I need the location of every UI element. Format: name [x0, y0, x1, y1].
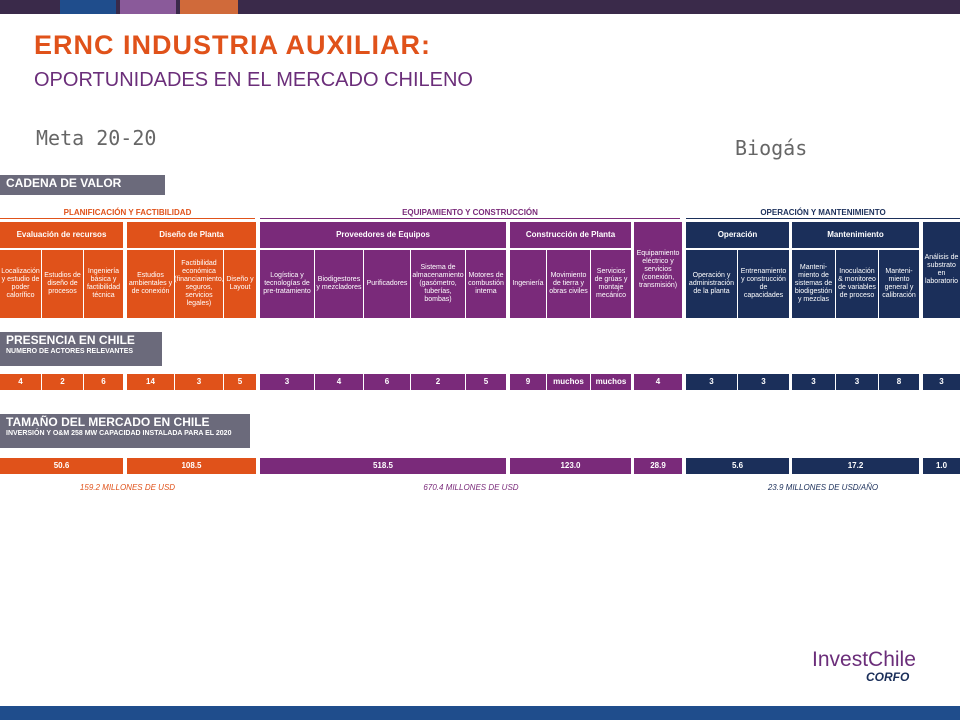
category-equipamiento: EQUIPAMIENTO Y CONSTRUCCIÓN [402, 208, 538, 217]
value-chain-item: Manteni-miento general y calibración [879, 250, 919, 318]
value-chain-item: Operación y administración de la planta [686, 250, 737, 318]
mercado-subtitle: INVERSIÓN Y O&M 258 MW CAPACIDAD INSTALA… [6, 430, 232, 437]
market-size-value: 17.2 [792, 458, 919, 474]
page-subtitle: OPORTUNIDADES EN EL MERCADO CHILENO [34, 69, 473, 91]
presence-value: 4 [315, 374, 363, 390]
category-line [260, 218, 680, 219]
presence-value: 5 [224, 374, 256, 390]
market-size-value: 50.6 [0, 458, 123, 474]
market-size-value: 518.5 [260, 458, 506, 474]
presence-value: 3 [792, 374, 835, 390]
presence-value: 3 [923, 374, 960, 390]
value-chain-item: Factibilidad económica (financiamiento, … [175, 250, 223, 318]
investchile-logo: InvestChile [812, 648, 916, 671]
corfo-logo: CORFO [866, 670, 910, 684]
page-title: ERNC INDUSTRIA AUXILIAR: [34, 30, 431, 60]
presence-value: 6 [84, 374, 123, 390]
top-bar-segment [120, 0, 176, 14]
presence-value: 4 [634, 374, 682, 390]
value-chain-item: Sistema de almacenamiento (gasómetro, tu… [411, 250, 465, 318]
presencia-subtitle: NUMERO DE ACTORES RELEVANTES [6, 348, 134, 355]
presence-value: muchos [591, 374, 631, 390]
value-chain-item: Logística y tecnologías de pre-tratamien… [260, 250, 314, 318]
presence-value: 2 [42, 374, 83, 390]
market-size-value: 5.6 [686, 458, 789, 474]
market-size-value: 1.0 [923, 458, 960, 474]
mercado-title: TAMAÑO DEL MERCADO EN CHILE [6, 415, 210, 429]
meta-label: Meta 20-20 [36, 126, 157, 150]
total-equipamiento: 670.4 MILLONES DE USD [423, 483, 519, 492]
value-chain-item: Purificadores [364, 250, 410, 318]
presencia-title: PRESENCIA EN CHILE [6, 333, 135, 347]
presence-value: muchos [547, 374, 590, 390]
technology-label: Biogás [735, 136, 808, 160]
cadena-label: CADENA DE VALOR [0, 175, 165, 195]
presence-value: 3 [175, 374, 223, 390]
value-chain-item: Estudios ambientales y de conexión [127, 250, 174, 318]
group-proveedores: Proveedores de Equipos [260, 222, 506, 248]
presence-value: 9 [510, 374, 546, 390]
category-line [0, 218, 255, 219]
mercado-label: TAMAÑO DEL MERCADO EN CHILE INVERSIÓN Y … [0, 414, 250, 448]
value-chain-item: Diseño y Layout [224, 250, 256, 318]
value-chain-item: Biodigestores y mezcladores [315, 250, 363, 318]
group-construccion: Construcción de Planta [510, 222, 631, 248]
presence-value: 6 [364, 374, 410, 390]
market-size-value: 123.0 [510, 458, 631, 474]
category-planificacion: PLANIFICACIÓN Y FACTIBILIDAD [63, 208, 192, 217]
group-equipamiento-electrico: Equipamiento eléctrico y servicios (cone… [634, 222, 682, 318]
value-chain-item: Ingeniería [510, 250, 546, 318]
value-chain-item: Ingeniería básica y factibilidad técnica [84, 250, 123, 318]
total-planificacion: 159.2 MILLONES DE USD [79, 483, 176, 492]
group-operacion: Operación [686, 222, 789, 248]
top-bar [0, 0, 960, 14]
group-diseno: Diseño de Planta [127, 222, 256, 248]
presence-value: 5 [466, 374, 506, 390]
presence-value: 14 [127, 374, 174, 390]
group-evaluacion: Evaluación de recursos [0, 222, 123, 248]
presence-value: 3 [836, 374, 878, 390]
value-chain-item: Movimiento de tierra y obras civiles [547, 250, 590, 318]
group-mantenimiento: Mantenimiento [792, 222, 919, 248]
value-chain-item: Entrenamiento y construcción de capacida… [738, 250, 789, 318]
market-size-value: 28.9 [634, 458, 682, 474]
value-chain-item: Servicios de grúas y montaje mecánico [591, 250, 631, 318]
presence-value: 8 [879, 374, 919, 390]
value-chain-item: Localización y estudio de poder calorífi… [0, 250, 41, 318]
group-analisis: Análisis de substrato en laboratorio [923, 222, 960, 318]
value-chain-item: Inoculación & monitoreo de variables de … [836, 250, 878, 318]
total-operacion: 23.9 MILLONES DE USD/AÑO [767, 483, 879, 492]
bottom-bar [0, 706, 960, 720]
presence-value: 4 [0, 374, 41, 390]
presence-value: 2 [411, 374, 465, 390]
presence-value: 3 [686, 374, 737, 390]
top-bar-segment [180, 0, 238, 14]
presence-value: 3 [738, 374, 789, 390]
value-chain-item: Motores de combustión interna [466, 250, 506, 318]
value-chain-item: Estudios de diseño de procesos [42, 250, 83, 318]
category-line [686, 218, 960, 219]
market-size-value: 108.5 [127, 458, 256, 474]
value-chain-item: Manteni-miento de sistemas de biodigesti… [792, 250, 835, 318]
category-operacion: OPERACIÓN Y MANTENIMIENTO [760, 208, 886, 217]
top-bar-segment [60, 0, 116, 14]
presence-value: 3 [260, 374, 314, 390]
presencia-label: PRESENCIA EN CHILE NUMERO DE ACTORES REL… [0, 332, 162, 366]
